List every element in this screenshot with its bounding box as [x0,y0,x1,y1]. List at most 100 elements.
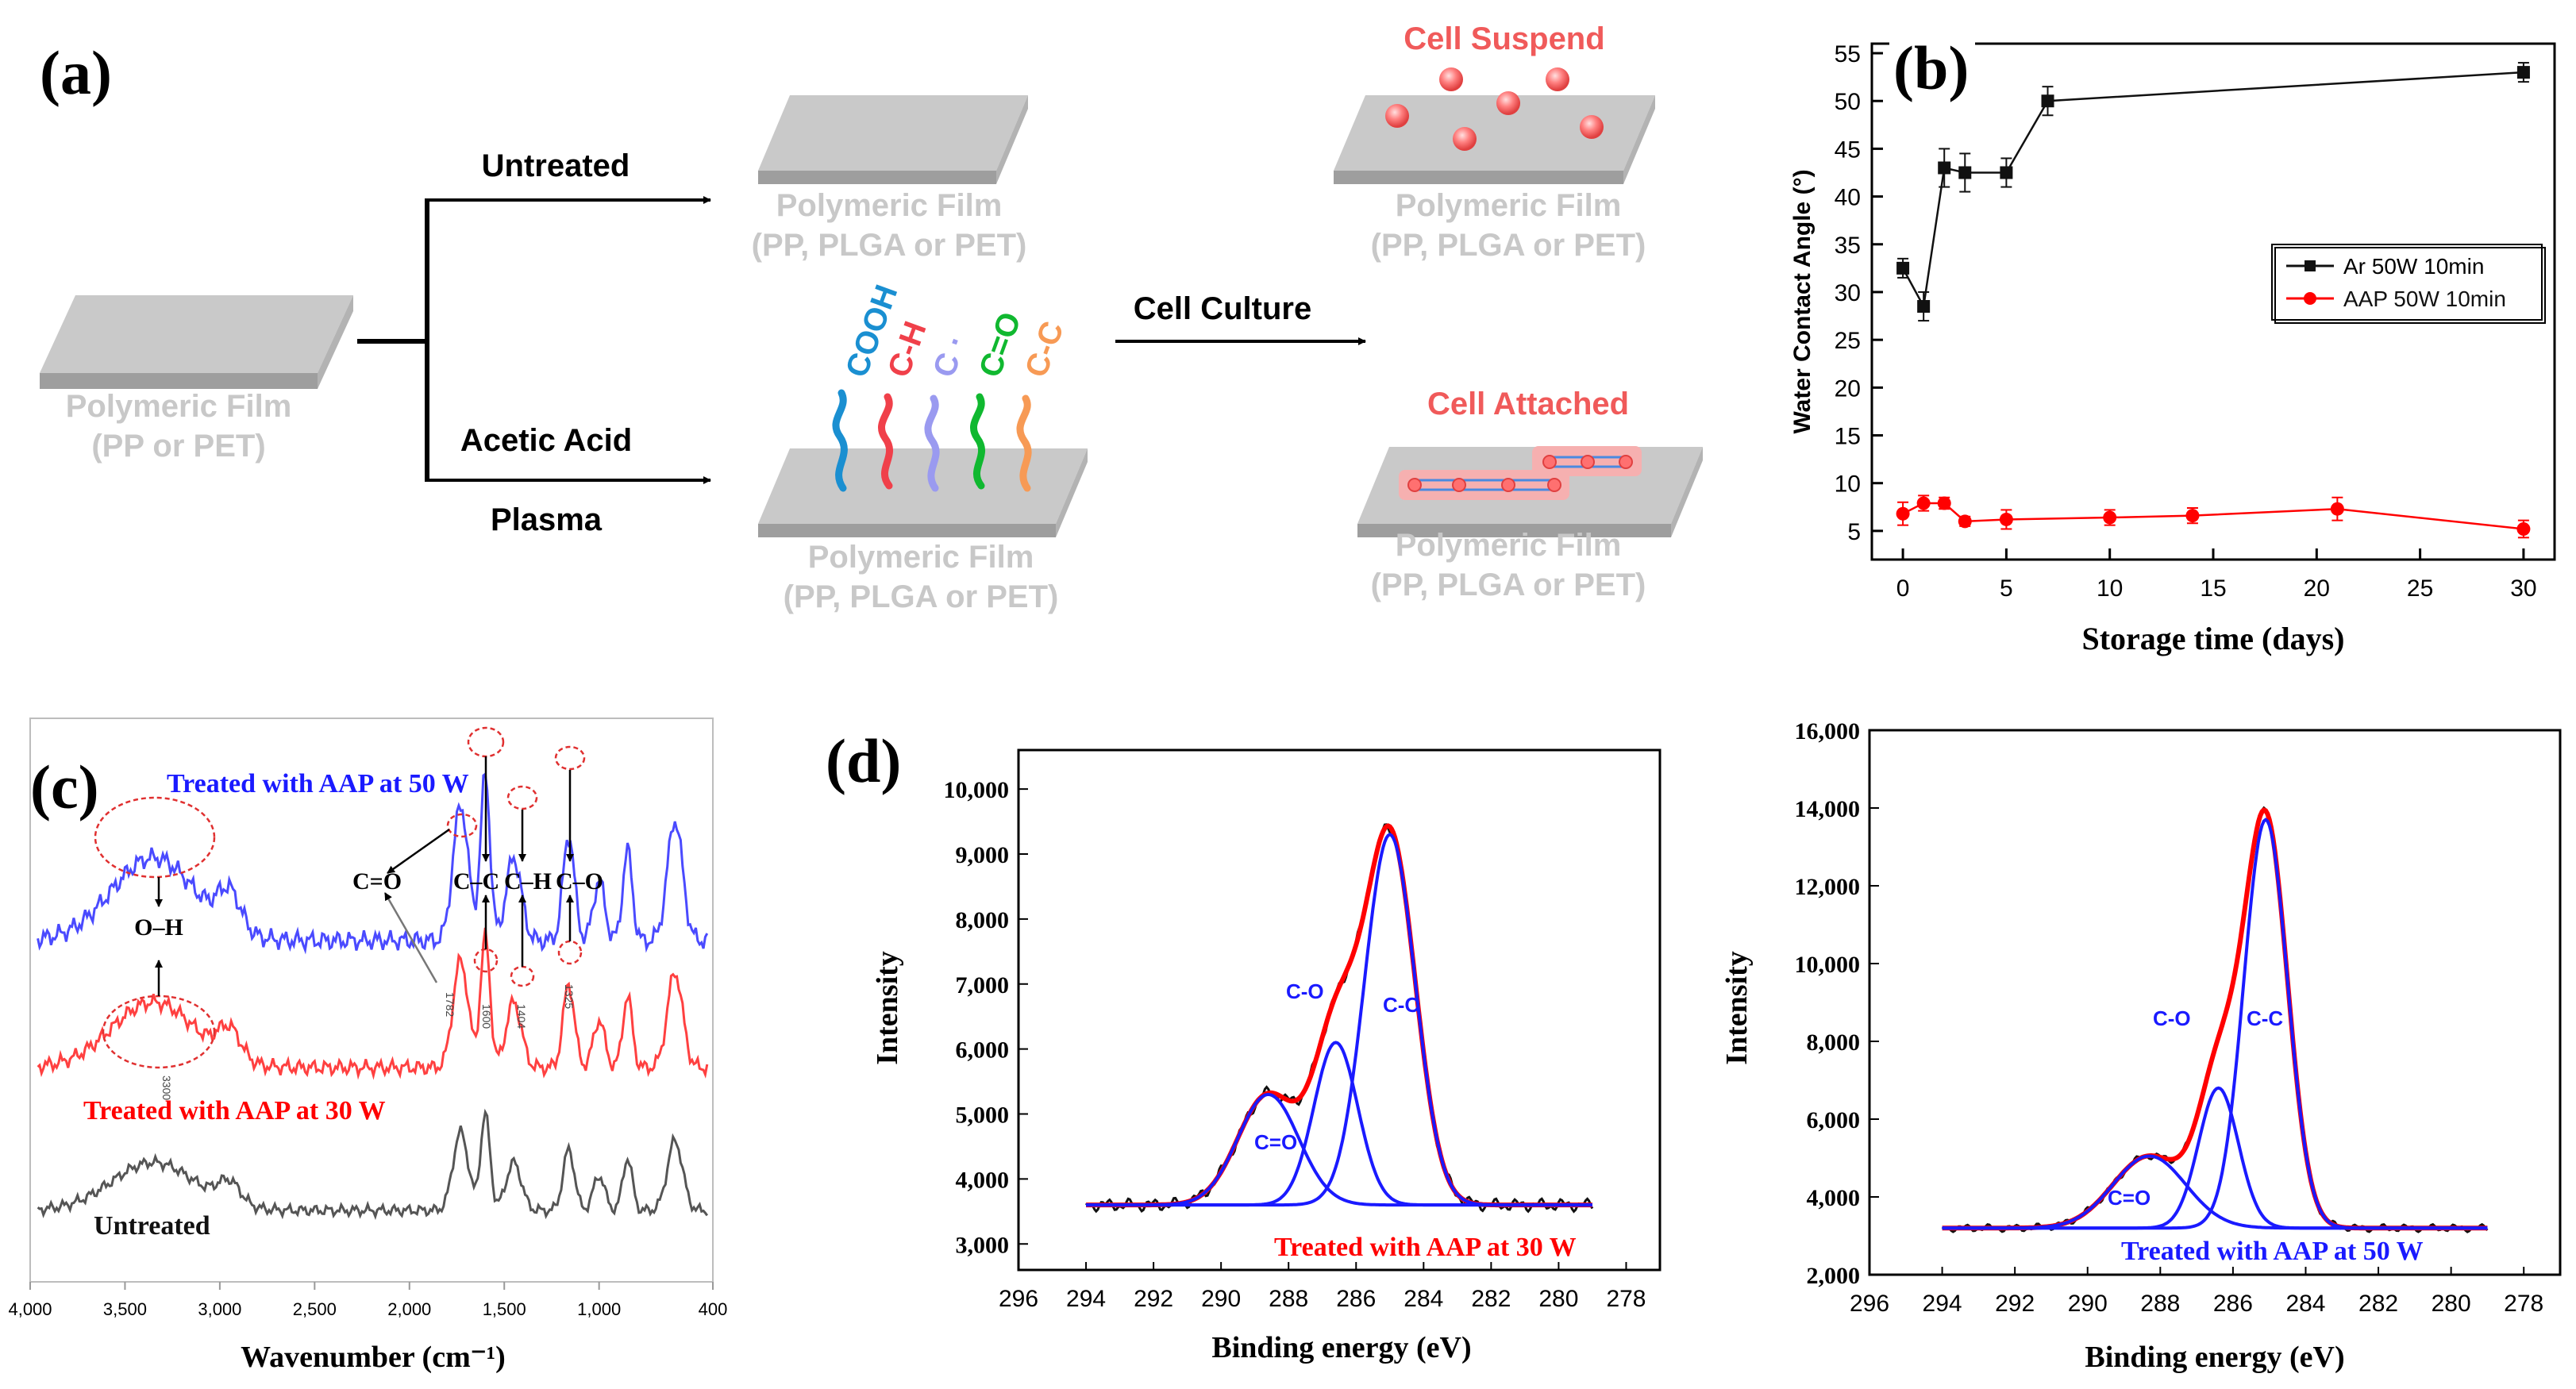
panel-c-xlabel: Wavenumber (cm⁻¹) [241,1341,506,1374]
b-ytick-label: 15 [1835,424,1861,450]
d2-peak-C-C [1942,818,2488,1230]
d2-ytick-label: 6,000 [1807,1107,1861,1133]
b-ytick-label: 50 [1835,89,1861,115]
d2-peak-C-O [1942,1086,2488,1230]
cell-suspend-label: Cell Suspend [1404,21,1604,56]
d1-xtick-label: 296 [999,1286,1038,1312]
film-left [40,295,353,389]
group-c-dot: C · [926,330,974,382]
legend-ar: Ar 50W 10min [2343,254,2484,279]
untreated-label: Untreated [482,148,630,183]
panel-b-xlabel: Storage time (days) [2081,621,2344,656]
d2-ytick-label: 16,000 [1795,718,1861,745]
d1-xtick-label: 288 [1269,1286,1308,1312]
b-point [2103,510,2117,525]
b-point [2516,66,2530,79]
d2-xtick-label: 286 [2213,1291,2253,1317]
panel-b-x-axis: 0 5 10 15 20 25 30 [1896,548,2537,602]
b-point [1896,261,1910,275]
panel-d1: 296 294 292 290 288 286 284 282 280 278 3,000 4,00… [871,748,1662,1364]
c-xtick-label: 2,000 [387,1299,431,1319]
functional-groups [832,389,1032,492]
film-br-line2: (PP, PLGA or PET) [1371,568,1646,602]
panel-c-label: (c) [30,752,99,821]
d1-caption: Treated with AAP at 30 W [1274,1233,1577,1262]
acetic-acid-label: Acetic Acid [460,423,632,458]
b-point [1958,514,1972,529]
panel-d1-y-axis: 3,000 4,000 5,000 6,000 7,000 8,000 9,000 10,00… [944,777,1028,1258]
ann-co-single: C–O [556,868,603,895]
c-xtick-label: 1,500 [483,1299,526,1319]
b-point [2000,166,2013,179]
d2-peak-co: C-O [2153,1006,2191,1030]
b-xtick-label: 15 [2200,575,2226,602]
d1-xtick-label: 280 [1538,1286,1578,1312]
b-xtick-label: 30 [2510,575,2536,602]
d1-peak-co: C-O [1286,979,1324,1003]
label-30w: Treated with AAP at 30 W [83,1096,386,1125]
d2-ytick-label: 14,000 [1795,796,1861,822]
panel-d1-curves [1084,823,1594,1214]
b-series-line [1902,502,2524,530]
b-ytick-label: 10 [1835,471,1861,498]
panel-b-legend: Ar 50W 10min AAP 50W 10min [2271,244,2546,324]
d2-peak-cc: C-C [2247,1006,2283,1030]
d1-ytick-label: 8,000 [956,907,1010,933]
plasma-label: Plasma [491,502,603,537]
b-ytick-label: 45 [1835,137,1861,163]
film-mid-line2: (PP, PLGA or PET) [784,579,1059,614]
ann-3300: 3300 [160,1075,173,1100]
label-50w: Treated with AAP at 50 W [167,769,469,798]
film-left-line1: Polymeric Film [66,389,292,424]
ann-1600: 1600 [480,1004,493,1029]
panel-d: (d) 296 294 292 290 288 286 284 282 280 278 3,000… [826,718,2562,1374]
d1-xtick-label: 278 [1606,1286,1646,1312]
d1-ytick-label: 5,000 [956,1102,1010,1129]
panel-a: (a) Polymeric Film (PP or PET) Untreated… [40,21,1703,614]
d1-xtick-label: 282 [1471,1286,1511,1312]
ann-cc: C–C [453,868,499,895]
panel-b: (b) Storage time (days) Water Contact An… [1789,33,2556,656]
c-xtick-label: 4,000 [8,1299,52,1319]
panel-d1-ylabel: Intensity [871,951,904,1065]
film-tr-line2: (PP, PLGA or PET) [1371,228,1646,263]
d2-ytick-label: 10,000 [1795,952,1861,978]
panel-d2-ylabel: Intensity [1720,951,1754,1065]
c-xtick-label: 2,500 [293,1299,337,1319]
panel-b-series [1896,62,2531,539]
panel-d2-curves [1941,806,2489,1233]
film-mid-line1: Polymeric Film [808,540,1034,575]
d1-peak-C-O [1086,1041,1592,1207]
d1-peak-c-o-double: C=O [1254,1130,1297,1154]
panel-d2: 296 294 292 290 288 286 284 282 280 278 2,000 4,00… [1720,718,2562,1374]
d2-xtick-label: 292 [1995,1291,2035,1317]
b-point [2185,509,2200,523]
c-xtick-label: 400 [699,1299,728,1319]
legend-aap: AAP 50W 10min [2343,287,2506,311]
d1-xtick-label: 290 [1201,1286,1241,1312]
d2-ytick-label: 4,000 [1807,1185,1861,1211]
b-ytick-label: 5 [1847,519,1861,545]
film-tr-line1: Polymeric Film [1396,188,1622,223]
d2-xtick-label: 288 [2140,1291,2180,1317]
d1-peak-C-C [1086,833,1592,1207]
ann-co: C=O [352,868,402,895]
d1-ytick-label: 9,000 [956,842,1010,868]
film-top-line1: Polymeric Film [776,188,1003,223]
panel-c-frame [29,718,714,1283]
attached-cells [1399,446,1642,500]
b-point [1896,506,1910,521]
cell-attached-label: Cell Attached [1427,387,1629,421]
b-ytick-label: 40 [1835,185,1861,211]
d1-ytick-label: 4,000 [956,1167,1010,1193]
d2-raw-spectrum [1941,806,2489,1233]
panel-d-label: (d) [826,726,901,795]
b-xtick-label: 5 [2000,575,2013,602]
d1-peak-cc: C-C [1383,993,1419,1017]
c-xtick-label: 1,000 [577,1299,621,1319]
film-top [758,95,1028,184]
b-point [1958,166,1972,179]
panel-b-label-bg [1889,35,1975,98]
b-xtick-label: 10 [2097,575,2123,602]
legend-marker-ar [2305,260,2316,271]
